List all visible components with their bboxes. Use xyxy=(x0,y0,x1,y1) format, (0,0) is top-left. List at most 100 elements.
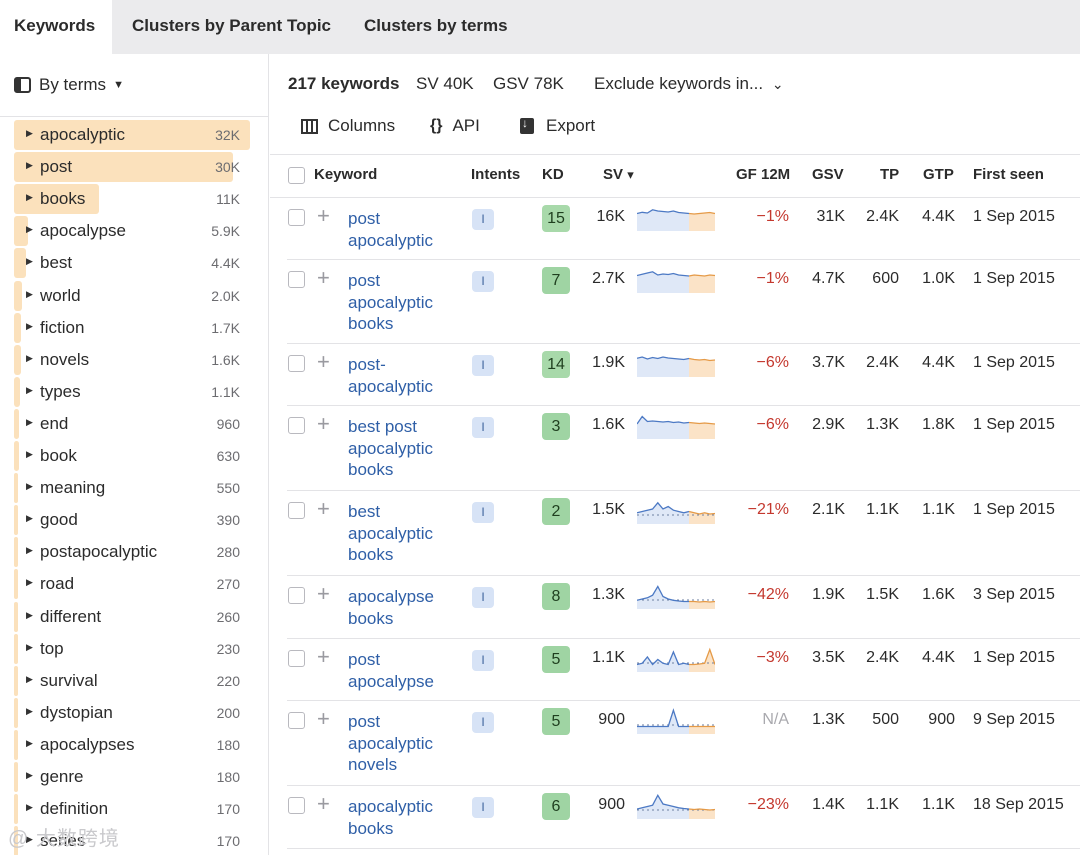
gsv-value: 31K xyxy=(816,208,845,225)
gsv-value: 1.3K xyxy=(812,711,845,728)
tab-keywords[interactable]: Keywords xyxy=(0,0,112,54)
add-to-list-icon[interactable]: + xyxy=(317,706,330,731)
term-name: novels xyxy=(40,349,90,369)
col-gtp[interactable]: GTP xyxy=(923,166,954,183)
sv-value: 900 xyxy=(598,711,625,728)
term-item[interactable]: ▶ best 4.4K xyxy=(14,248,250,279)
tab-clusters-by-parent-topic[interactable]: Clusters by Parent Topic xyxy=(132,16,332,35)
sv-value: 16K xyxy=(596,208,625,225)
term-count: 180 xyxy=(216,736,240,753)
keyword-link[interactable]: post apocalypse xyxy=(348,650,435,691)
row-checkbox[interactable] xyxy=(288,271,305,288)
add-to-list-icon[interactable]: + xyxy=(317,581,330,606)
row-checkbox[interactable] xyxy=(288,797,305,814)
keyword-link[interactable]: apocalypse books xyxy=(348,587,435,628)
keyword-link[interactable]: post apocalyptic xyxy=(348,209,434,250)
term-item[interactable]: ▶ post 30K xyxy=(14,152,250,183)
terms-mode-dropdown[interactable]: By terms ▼ xyxy=(14,73,124,97)
total-gsv: GSV 78K xyxy=(493,74,564,93)
term-item[interactable]: ▶ top 230 xyxy=(14,633,250,664)
col-gsv[interactable]: GSV xyxy=(812,166,844,183)
add-to-list-icon[interactable]: + xyxy=(317,496,330,521)
columns-button[interactable]: Columns xyxy=(301,115,395,137)
term-count: 4.4K xyxy=(211,255,240,272)
term-name: meaning xyxy=(40,478,106,498)
term-item[interactable]: ▶ apocalypse 5.9K xyxy=(14,216,250,247)
term-count: 2.0K xyxy=(211,287,240,304)
intent-badge: I xyxy=(472,587,494,608)
add-to-list-icon[interactable]: + xyxy=(317,644,330,669)
gtp-value: 1.0K xyxy=(922,270,955,287)
term-item[interactable]: ▶ fiction 1.7K xyxy=(14,312,250,343)
term-item[interactable]: ▶ different 260 xyxy=(14,601,250,632)
keyword-link[interactable]: post apocalyptic novels xyxy=(348,712,434,774)
term-name: postapocalyptic xyxy=(40,542,158,562)
term-item[interactable]: ▶ dystopian 200 xyxy=(14,697,250,728)
trend-sparkline xyxy=(636,585,716,609)
api-button[interactable]: {} API xyxy=(430,115,480,137)
expand-arrow-icon: ▶ xyxy=(26,673,33,684)
col-tp[interactable]: TP xyxy=(880,166,900,183)
keyword-link[interactable]: best apocalyptic books xyxy=(348,502,434,564)
expand-arrow-icon: ▶ xyxy=(26,641,33,652)
add-to-list-icon[interactable]: + xyxy=(317,203,330,228)
term-item[interactable]: ▶ book 630 xyxy=(14,441,250,471)
term-item[interactable]: ▶ genre 180 xyxy=(14,762,250,792)
term-count: 630 xyxy=(216,448,240,464)
col-kd[interactable]: KD xyxy=(542,166,564,183)
row-checkbox[interactable] xyxy=(288,209,305,226)
keyword-link[interactable]: best post apocalyptic books xyxy=(348,417,434,479)
kd-badge: 6 xyxy=(542,793,570,820)
term-volume-bar xyxy=(14,280,22,311)
add-to-list-icon[interactable]: + xyxy=(317,791,330,816)
tab-clusters-by-terms[interactable]: Clusters by terms xyxy=(364,16,508,35)
add-to-list-icon[interactable]: + xyxy=(317,265,330,290)
col-gf-12m[interactable]: GF 12M xyxy=(736,166,791,183)
term-item[interactable]: ▶ apocalyptic 32K xyxy=(14,120,250,150)
col-first-seen[interactable]: First seen xyxy=(973,166,1044,183)
keyword-link[interactable]: post-apocalyptic xyxy=(348,355,434,396)
gtp-value: 900 xyxy=(928,711,955,728)
keyword-link[interactable]: post apocalyptic books xyxy=(348,271,434,333)
row-checkbox[interactable] xyxy=(288,417,305,434)
row-checkbox[interactable] xyxy=(288,587,305,604)
term-item[interactable]: ▶ end 960 xyxy=(14,408,250,439)
add-to-list-icon[interactable]: + xyxy=(317,411,330,436)
gsv-value: 3.5K xyxy=(812,649,845,666)
term-item[interactable]: ▶ meaning 550 xyxy=(14,473,250,504)
expand-arrow-icon: ▶ xyxy=(26,449,33,459)
term-item[interactable]: ▶ types 1.1K xyxy=(14,376,250,407)
exclude-keywords-label: Exclude keywords in... xyxy=(594,74,764,93)
term-item[interactable]: ▶ books 11K xyxy=(14,184,250,215)
table-row: + post apocalyptic books I 7 2.7K −1% 4.7K 600 1… xyxy=(287,260,1080,344)
term-item[interactable]: ▶ world 2.0K xyxy=(14,280,250,311)
select-all-checkbox[interactable] xyxy=(288,167,305,184)
row-checkbox[interactable] xyxy=(288,502,305,519)
term-count: 230 xyxy=(216,640,240,657)
trend-line-past xyxy=(636,650,690,666)
add-to-list-icon[interactable]: + xyxy=(317,349,330,374)
term-name: fiction xyxy=(40,317,85,337)
exclude-keywords-dropdown[interactable]: Exclude keywords in... ⌄ xyxy=(594,74,784,96)
term-item[interactable]: ▶ series 170 xyxy=(14,826,250,855)
term-item[interactable]: ▶ good 390 xyxy=(14,505,250,536)
keyword-link[interactable]: apocalyptic books xyxy=(348,797,434,838)
term-item[interactable]: ▶ road 270 xyxy=(14,569,250,600)
term-item[interactable]: ▶ postapocalyptic 280 xyxy=(14,537,250,568)
kd-badge: 14 xyxy=(542,351,570,378)
row-checkbox[interactable] xyxy=(288,355,305,372)
term-item[interactable]: ▶ apocalypses 180 xyxy=(14,729,250,760)
col-keyword[interactable]: Keyword xyxy=(314,166,378,183)
col-intents[interactable]: Intents xyxy=(471,166,521,183)
term-item[interactable]: ▶ novels 1.6K xyxy=(14,344,250,375)
export-button[interactable]: Export xyxy=(520,115,595,137)
kd-badge: 3 xyxy=(542,413,570,440)
term-count: 390 xyxy=(216,512,240,529)
col-sv[interactable]: SV ▾ xyxy=(603,166,634,183)
expand-arrow-icon: ▶ xyxy=(26,481,33,492)
term-item[interactable]: ▶ survival 220 xyxy=(14,665,250,696)
term-item[interactable]: ▶ definition 170 xyxy=(14,794,250,825)
row-checkbox[interactable] xyxy=(288,712,305,729)
row-checkbox[interactable] xyxy=(288,650,305,667)
term-count: 260 xyxy=(216,608,240,625)
